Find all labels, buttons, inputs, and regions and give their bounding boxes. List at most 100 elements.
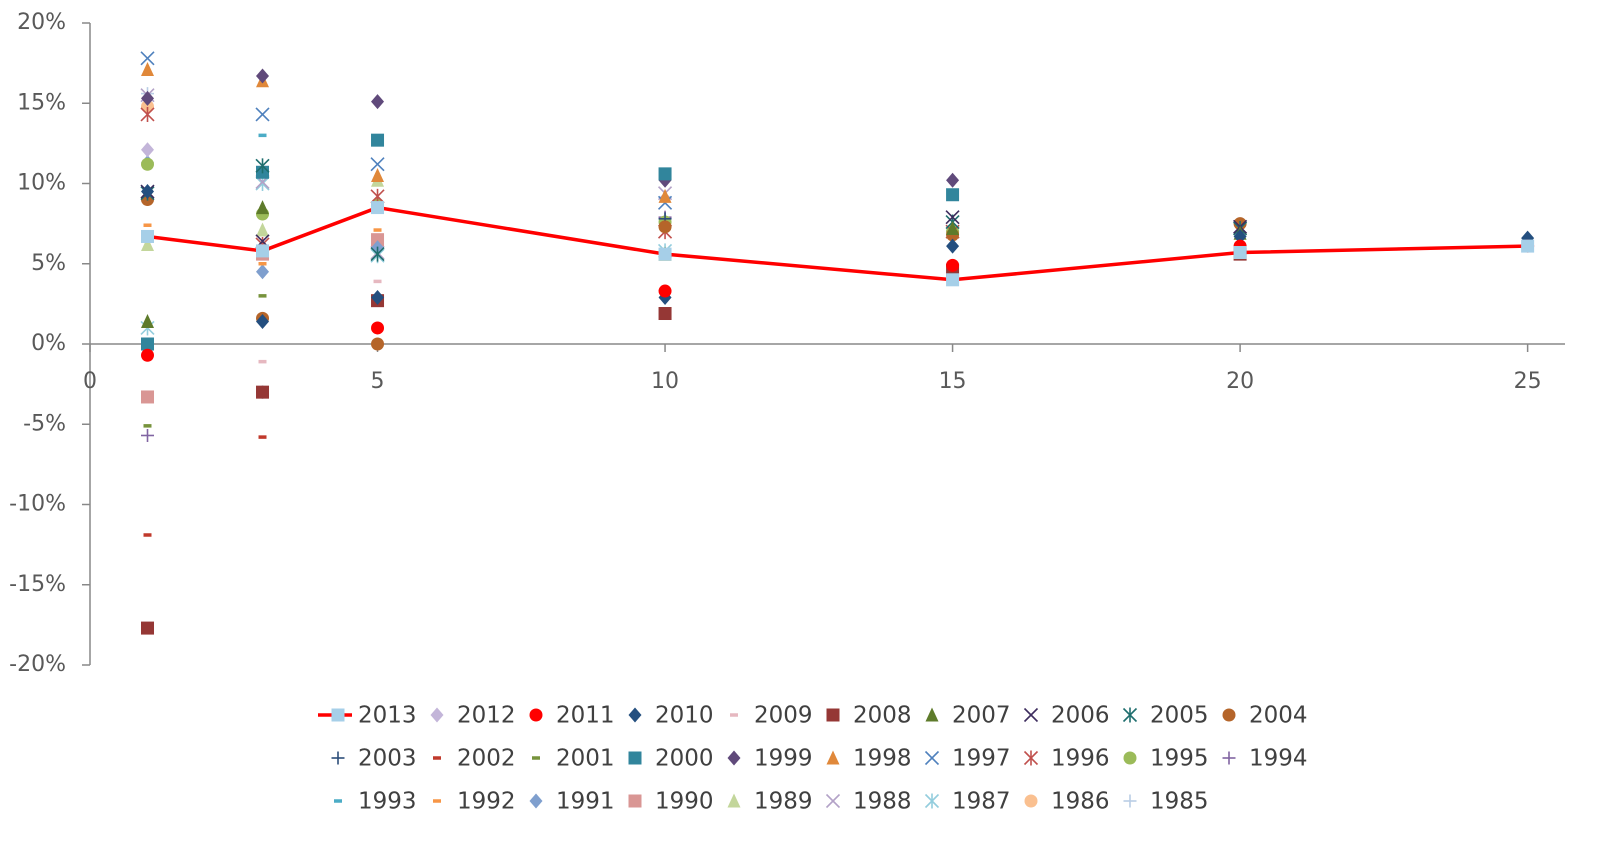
marker-shape <box>658 167 672 181</box>
legend-label: 1987 <box>952 789 1011 815</box>
y-tick-label: -15% <box>9 572 66 597</box>
marker <box>529 708 543 722</box>
marker-shape <box>256 244 270 258</box>
marker-shape <box>141 90 155 106</box>
marker <box>256 222 270 237</box>
marker-shape <box>826 708 840 722</box>
legend-label: 1995 <box>1150 746 1209 772</box>
marker-shape <box>331 708 345 722</box>
marker <box>945 210 960 225</box>
marker <box>1233 246 1247 260</box>
marker-shape <box>141 184 155 200</box>
y-tick-label: 20% <box>17 10 66 35</box>
marker <box>141 390 155 404</box>
marker <box>924 793 940 809</box>
marker-stroke <box>255 107 270 122</box>
marker-shape <box>727 750 741 766</box>
marker <box>826 708 840 722</box>
marker <box>1521 239 1535 253</box>
marker <box>924 750 940 766</box>
marker <box>628 794 642 808</box>
marker <box>658 220 672 234</box>
marker-shape <box>529 708 543 722</box>
legend-label: 2012 <box>457 703 516 729</box>
legend-label: 2013 <box>358 703 417 729</box>
marker-shape <box>141 621 155 635</box>
marker-shape <box>529 793 543 809</box>
legend-label: 1998 <box>853 746 912 772</box>
x-tick-label: 0 <box>83 369 97 394</box>
x-tick-label: 20 <box>1226 369 1254 394</box>
marker <box>1222 708 1236 722</box>
marker-shape <box>141 390 155 404</box>
marker <box>946 238 960 254</box>
marker-stroke <box>370 157 385 172</box>
marker <box>529 793 543 809</box>
marker <box>256 385 270 399</box>
y-tick-label: -10% <box>9 492 66 517</box>
legend-label: 2000 <box>655 746 714 772</box>
marker <box>371 289 385 305</box>
legend-label: 2006 <box>1051 703 1110 729</box>
legend-label: 1989 <box>754 789 813 815</box>
legend-label: 1990 <box>655 789 714 815</box>
marker-shape <box>256 264 270 280</box>
marker <box>141 348 155 362</box>
marker-shape <box>141 314 155 329</box>
marker <box>628 751 642 765</box>
marker-shape <box>141 348 155 362</box>
marker <box>255 158 270 174</box>
marker <box>141 621 155 635</box>
marker <box>825 793 841 809</box>
marker <box>658 284 672 298</box>
marker-shape <box>946 273 960 287</box>
marker <box>141 90 155 106</box>
marker-shape <box>1233 246 1247 260</box>
marker-stroke <box>945 210 960 225</box>
marker-shape <box>946 220 960 235</box>
y-tick-label: 15% <box>17 90 66 115</box>
marker <box>946 258 960 272</box>
marker <box>371 337 385 351</box>
marker-shape <box>141 229 155 243</box>
marker-stroke <box>924 750 940 766</box>
marker <box>925 707 939 722</box>
marker <box>141 157 155 171</box>
marker-shape <box>946 258 960 272</box>
marker <box>140 51 155 66</box>
marker <box>1123 751 1137 765</box>
marker <box>371 94 385 110</box>
x-tick-label: 5 <box>371 369 385 394</box>
legend-label: 2002 <box>457 746 516 772</box>
marker <box>430 707 444 723</box>
marker <box>946 273 960 287</box>
marker-shape <box>371 133 385 147</box>
marker-shape <box>1521 239 1535 253</box>
marker <box>1023 750 1039 766</box>
marker <box>658 307 672 321</box>
marker <box>1222 751 1236 765</box>
legend-label: 1993 <box>358 789 417 815</box>
marker-shape <box>256 200 270 215</box>
marker <box>628 707 642 723</box>
marker-shape <box>371 233 385 247</box>
marker <box>370 246 385 262</box>
y-tick-label: 5% <box>31 251 66 276</box>
legend-label: 2008 <box>853 703 912 729</box>
marker <box>141 428 155 442</box>
marker-shape <box>727 793 741 808</box>
legend-label: 1999 <box>754 746 813 772</box>
marker <box>658 167 672 181</box>
marker <box>946 172 960 188</box>
legend-label: 2011 <box>556 703 615 729</box>
marker <box>371 133 385 147</box>
marker-stroke <box>825 793 841 809</box>
marker <box>1122 707 1138 723</box>
series-line <box>147 205 1528 282</box>
legend-label: 1997 <box>952 746 1011 772</box>
marker-shape <box>1233 228 1247 244</box>
marker <box>256 314 270 330</box>
marker <box>140 106 155 122</box>
marker <box>727 793 741 808</box>
